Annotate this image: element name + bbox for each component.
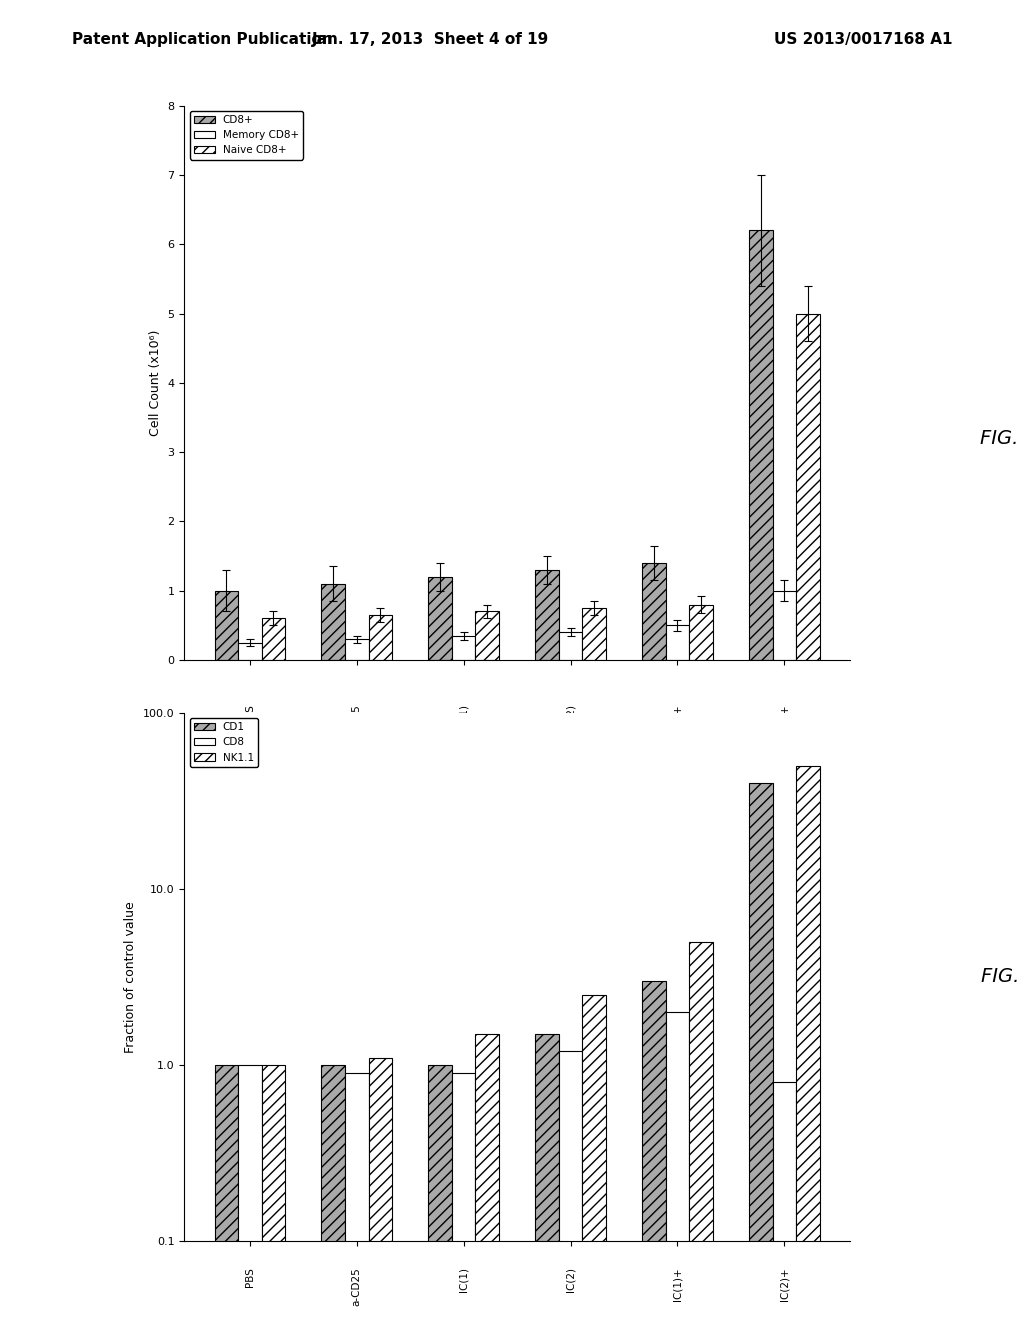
Text: FIG. 2D: FIG. 2D (980, 429, 1024, 447)
Bar (689, 605, 713, 660)
Text: IC(1): IC(1) (459, 1267, 469, 1292)
Bar (369, 615, 392, 660)
Bar (642, 562, 666, 660)
Bar (773, 1082, 796, 1320)
Bar (215, 591, 239, 660)
Text: IC(2): IC(2) (565, 1267, 575, 1292)
Bar (215, 1065, 239, 1320)
Bar (750, 783, 773, 1320)
Bar (750, 231, 773, 660)
Text: a-CD25: a-CD25 (673, 781, 682, 821)
Bar (345, 1073, 369, 1320)
Bar (536, 570, 559, 660)
Text: a-CD25: a-CD25 (352, 705, 361, 743)
Bar (452, 1073, 475, 1320)
Text: IC(2): IC(2) (565, 705, 575, 730)
Bar (666, 1012, 689, 1320)
Bar (559, 1051, 583, 1320)
Text: IC(2)+: IC(2)+ (779, 1267, 790, 1300)
Text: IC(2)+: IC(2)+ (779, 705, 790, 738)
Bar (428, 1065, 452, 1320)
Bar (239, 1065, 261, 1320)
Bar (322, 583, 345, 660)
Text: IC(1)+: IC(1)+ (673, 705, 682, 738)
Bar (452, 636, 475, 660)
Bar (689, 941, 713, 1320)
Text: FIG. 2C: FIG. 2C (981, 968, 1024, 986)
Bar (428, 577, 452, 660)
Text: a-CD25: a-CD25 (779, 781, 790, 821)
Bar (773, 591, 796, 660)
Bar (475, 1034, 499, 1320)
Text: Patent Application Publication: Patent Application Publication (72, 32, 333, 48)
Text: Jan. 17, 2013  Sheet 4 of 19: Jan. 17, 2013 Sheet 4 of 19 (311, 32, 549, 48)
Bar (559, 632, 583, 660)
Y-axis label: Fraction of control value: Fraction of control value (125, 902, 137, 1052)
Bar (261, 1065, 285, 1320)
Bar (369, 1057, 392, 1320)
Legend: CD8+, Memory CD8+, Naive CD8+: CD8+, Memory CD8+, Naive CD8+ (189, 111, 303, 160)
Text: IC(1)+: IC(1)+ (673, 1267, 682, 1300)
Bar (796, 766, 819, 1320)
Bar (642, 981, 666, 1320)
Bar (322, 1065, 345, 1320)
Bar (475, 611, 499, 660)
Bar (345, 639, 369, 660)
Text: PBS: PBS (245, 1267, 255, 1287)
Bar (666, 626, 689, 660)
Text: PBS: PBS (245, 705, 255, 725)
Text: a-CD25: a-CD25 (352, 1267, 361, 1305)
Bar (583, 609, 606, 660)
Bar (261, 618, 285, 660)
Bar (796, 314, 819, 660)
Bar (536, 1034, 559, 1320)
Text: IC(1): IC(1) (459, 705, 469, 730)
Legend: CD1, CD8, NK1.1: CD1, CD8, NK1.1 (189, 718, 258, 767)
Bar (583, 995, 606, 1320)
Y-axis label: Cell Count (x10⁶): Cell Count (x10⁶) (148, 330, 162, 436)
Text: US 2013/0017168 A1: US 2013/0017168 A1 (774, 32, 952, 48)
Bar (239, 643, 261, 660)
